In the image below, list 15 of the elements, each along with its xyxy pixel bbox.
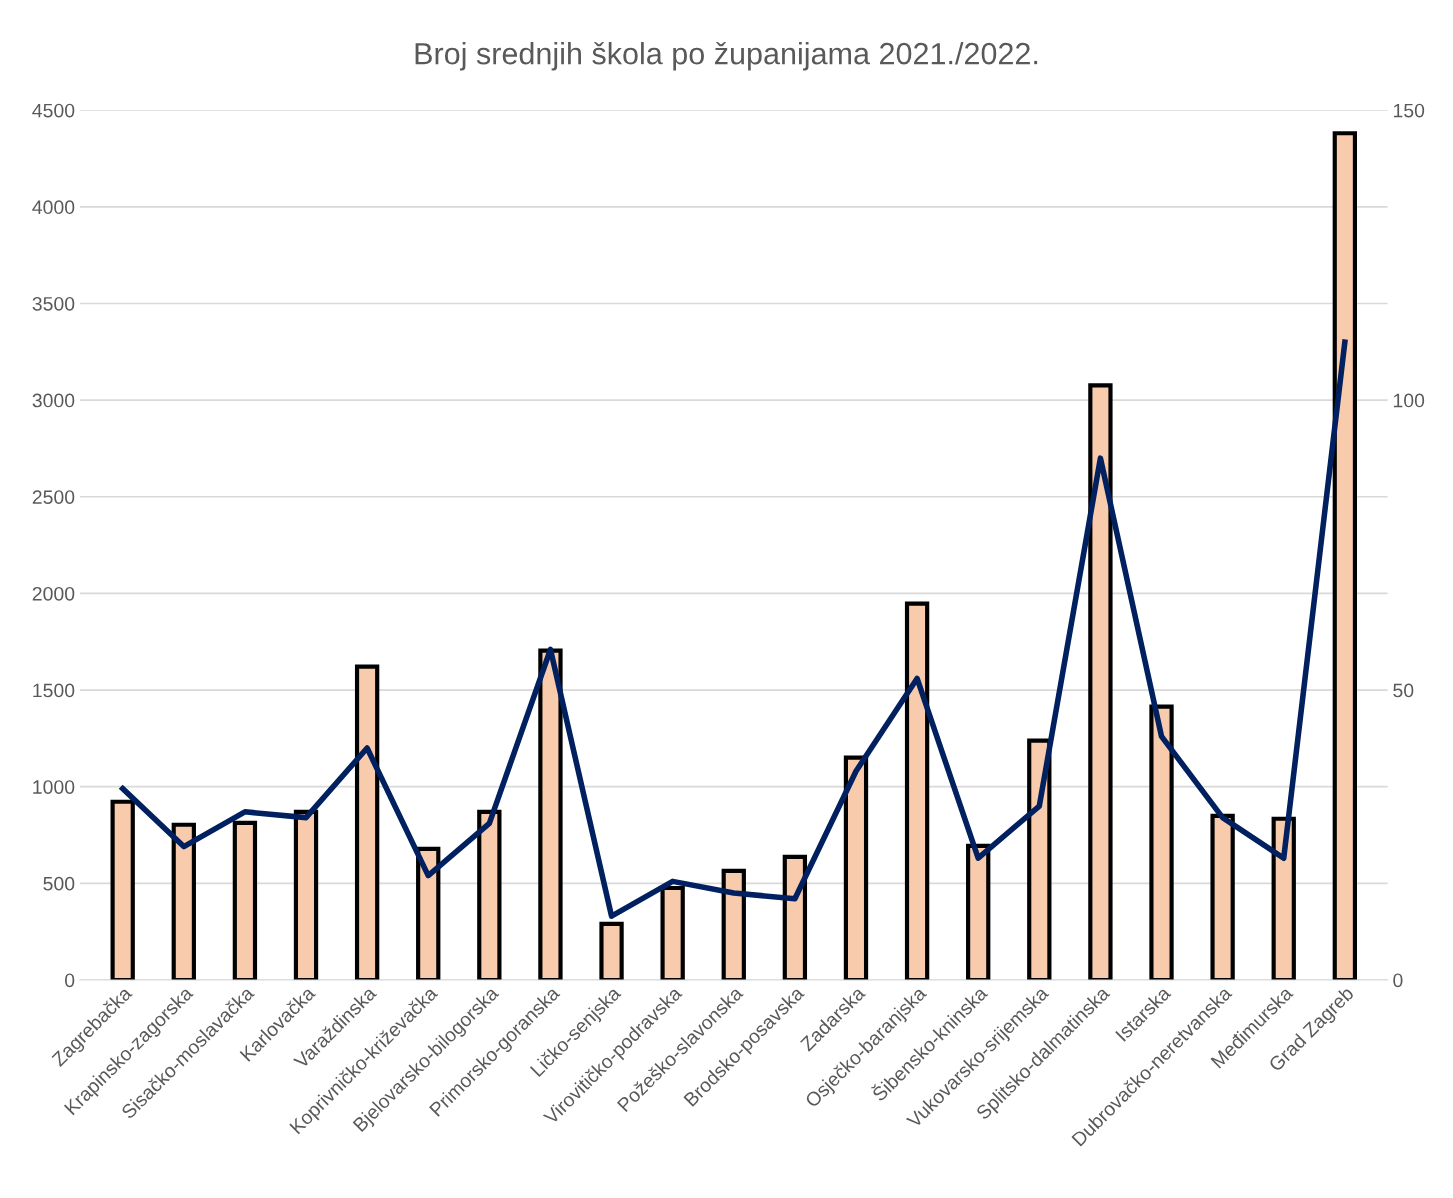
y2-tick-label: 0 [1393,973,1403,988]
y-tick-label: 1500 [33,683,75,698]
y-tick-label: 3000 [32,393,75,408]
y-tick-label: 500 [43,876,75,891]
y-tick-label: 2500 [32,490,75,505]
y2-tick-label: 50 [1393,683,1414,698]
y2-tick-label: 150 [1393,103,1425,118]
y-tick-label: 3500 [32,296,75,311]
y-tick-label: 1000 [33,780,75,794]
y-tick-label: 4500 [32,103,75,118]
chart-title: Broj srednjih škola po županijama 2021./2022. [415,41,1038,71]
y2-tick-label: 100 [1393,393,1425,408]
y-tick-label: 0 [65,973,75,988]
y-tick-label: 2000 [32,586,75,601]
y-tick-label: 4000 [32,200,75,215]
